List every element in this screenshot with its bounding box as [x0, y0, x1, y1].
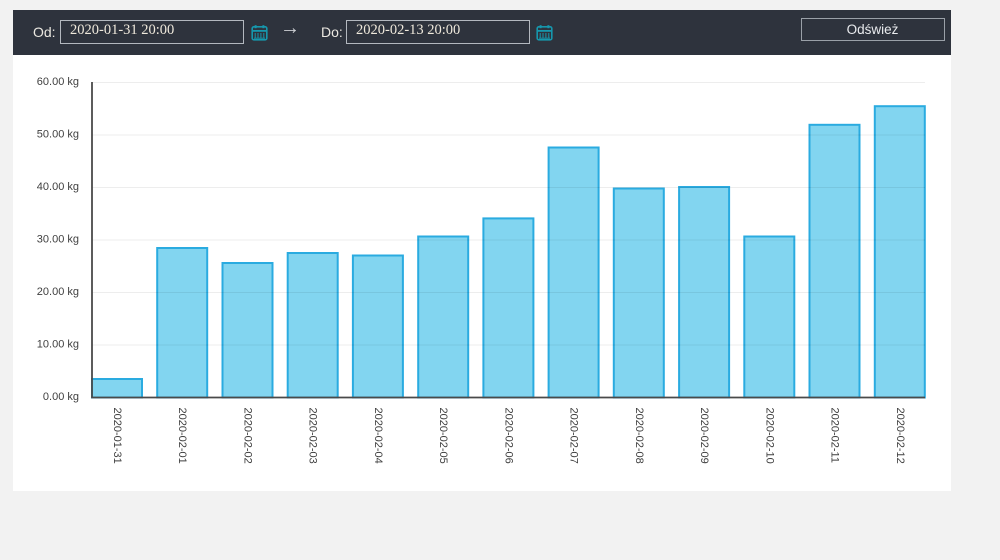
svg-text:2020-02-07: 2020-02-07 [568, 408, 580, 464]
svg-text:2020-02-08: 2020-02-08 [633, 408, 645, 464]
svg-text:2020-02-05: 2020-02-05 [437, 408, 449, 464]
svg-text:2020-02-02: 2020-02-02 [242, 408, 254, 464]
svg-text:2020-02-06: 2020-02-06 [502, 408, 514, 464]
svg-text:2020-02-10: 2020-02-10 [763, 408, 775, 464]
svg-text:2020-02-04: 2020-02-04 [372, 408, 384, 464]
svg-text:60.00 kg: 60.00 kg [37, 76, 79, 88]
svg-text:50.00 kg: 50.00 kg [37, 129, 79, 141]
svg-text:30.00 kg: 30.00 kg [37, 234, 79, 246]
svg-text:2020-02-11: 2020-02-11 [829, 408, 841, 463]
svg-text:2020-02-09: 2020-02-09 [698, 408, 710, 464]
svg-text:2020-01-31: 2020-01-31 [111, 408, 123, 464]
svg-text:10.00 kg: 10.00 kg [37, 339, 79, 351]
svg-text:2020-02-01: 2020-02-01 [176, 408, 188, 464]
svg-text:2020-02-12: 2020-02-12 [894, 408, 906, 464]
svg-text:20.00 kg: 20.00 kg [37, 286, 79, 298]
svg-text:2020-02-03: 2020-02-03 [307, 408, 319, 464]
svg-text:0.00 kg: 0.00 kg [43, 391, 79, 403]
svg-text:40.00 kg: 40.00 kg [37, 181, 79, 193]
